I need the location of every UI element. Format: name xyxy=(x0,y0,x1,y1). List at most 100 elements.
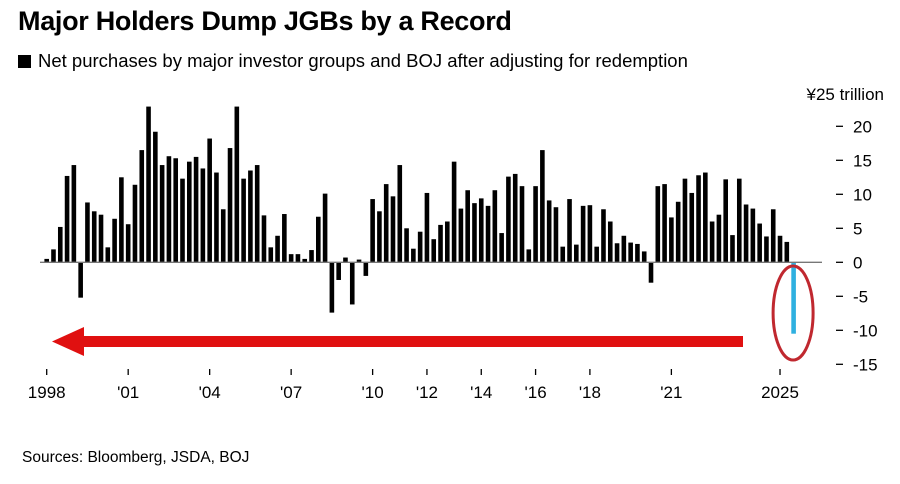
bar xyxy=(125,224,131,263)
bar xyxy=(159,165,165,263)
bar xyxy=(234,106,240,263)
bar xyxy=(288,254,294,263)
x-tick-label: '01 xyxy=(117,383,139,402)
bar xyxy=(784,241,790,263)
source-note: Sources: Bloomberg, JSDA, BOJ xyxy=(22,449,250,466)
bar xyxy=(723,179,728,263)
bar xyxy=(316,216,321,263)
bar xyxy=(248,170,253,263)
bar xyxy=(71,165,77,263)
y-tick-label: -15 xyxy=(853,355,878,374)
bar xyxy=(580,205,586,263)
bar xyxy=(383,184,389,263)
bar xyxy=(458,208,464,263)
bar xyxy=(635,243,640,263)
x-tick-label: '12 xyxy=(416,383,438,402)
bar xyxy=(336,262,341,280)
bar xyxy=(662,184,667,263)
bar xyxy=(478,198,484,263)
bar xyxy=(730,235,735,263)
bar xyxy=(119,177,124,263)
bar xyxy=(472,203,477,263)
bar xyxy=(675,201,681,263)
bar xyxy=(431,239,437,263)
x-tick-label: '16 xyxy=(525,383,547,402)
annotations xyxy=(52,264,815,362)
bar xyxy=(743,204,749,263)
bar xyxy=(621,235,627,263)
bar xyxy=(764,236,769,263)
bar xyxy=(499,233,504,263)
bar xyxy=(349,262,355,305)
bar xyxy=(669,217,674,263)
bar xyxy=(329,262,335,313)
bar xyxy=(451,161,457,263)
x-tick-label: '18 xyxy=(579,383,601,402)
bar xyxy=(214,172,219,263)
bar xyxy=(750,208,756,263)
bar xyxy=(553,207,559,263)
bar xyxy=(519,186,525,263)
bar xyxy=(390,196,396,263)
bar xyxy=(465,190,470,263)
bar xyxy=(227,148,233,263)
bar xyxy=(506,176,511,263)
bar xyxy=(587,205,593,263)
subtitle-text: Net purchases by major investor groups a… xyxy=(38,50,688,71)
bar xyxy=(736,178,742,263)
bar xyxy=(370,199,375,263)
bar xyxy=(533,186,538,263)
bar xyxy=(689,192,695,263)
bars-group xyxy=(44,106,796,334)
bar xyxy=(411,248,416,263)
y-tick-label: 10 xyxy=(853,185,872,204)
bar xyxy=(105,247,111,263)
bar xyxy=(132,184,138,263)
bar xyxy=(275,235,280,263)
bar xyxy=(770,209,776,263)
bar xyxy=(696,175,701,263)
bar xyxy=(166,156,172,263)
bar xyxy=(322,193,328,263)
bar xyxy=(139,150,145,263)
bar xyxy=(302,258,308,263)
bar xyxy=(574,244,579,263)
bar xyxy=(485,205,491,263)
bar xyxy=(512,173,518,263)
bar xyxy=(146,106,151,263)
bar xyxy=(641,251,647,263)
bar xyxy=(173,158,179,263)
bar xyxy=(220,209,226,263)
bar xyxy=(282,214,287,263)
bar xyxy=(295,254,301,263)
bar xyxy=(682,178,688,263)
bar xyxy=(91,211,97,263)
x-tick-label: '14 xyxy=(470,383,492,402)
bar xyxy=(180,178,185,263)
bar xyxy=(757,223,762,263)
highlight-ellipse xyxy=(771,264,815,362)
bar xyxy=(51,249,56,263)
bar xyxy=(78,262,83,298)
chart-subtitle: Net purchases by major investor groups a… xyxy=(18,50,688,72)
x-tick-label: 1998 xyxy=(28,383,66,402)
bar xyxy=(540,150,545,263)
bar xyxy=(614,243,620,263)
bar xyxy=(193,156,199,263)
bar xyxy=(44,258,49,263)
red-arrow-shaft xyxy=(78,336,743,347)
bar xyxy=(363,262,369,276)
x-tick-label: '21 xyxy=(660,383,682,402)
bar xyxy=(424,192,430,263)
bar xyxy=(85,202,90,263)
legend-square-icon xyxy=(18,54,31,68)
bar xyxy=(57,226,63,263)
bar xyxy=(64,175,70,263)
bar-latest xyxy=(791,262,796,334)
bar xyxy=(526,249,532,263)
bar xyxy=(716,214,722,263)
y-tick-label: -5 xyxy=(853,287,868,306)
y-tick-label: 5 xyxy=(853,219,862,238)
bar xyxy=(594,246,599,263)
